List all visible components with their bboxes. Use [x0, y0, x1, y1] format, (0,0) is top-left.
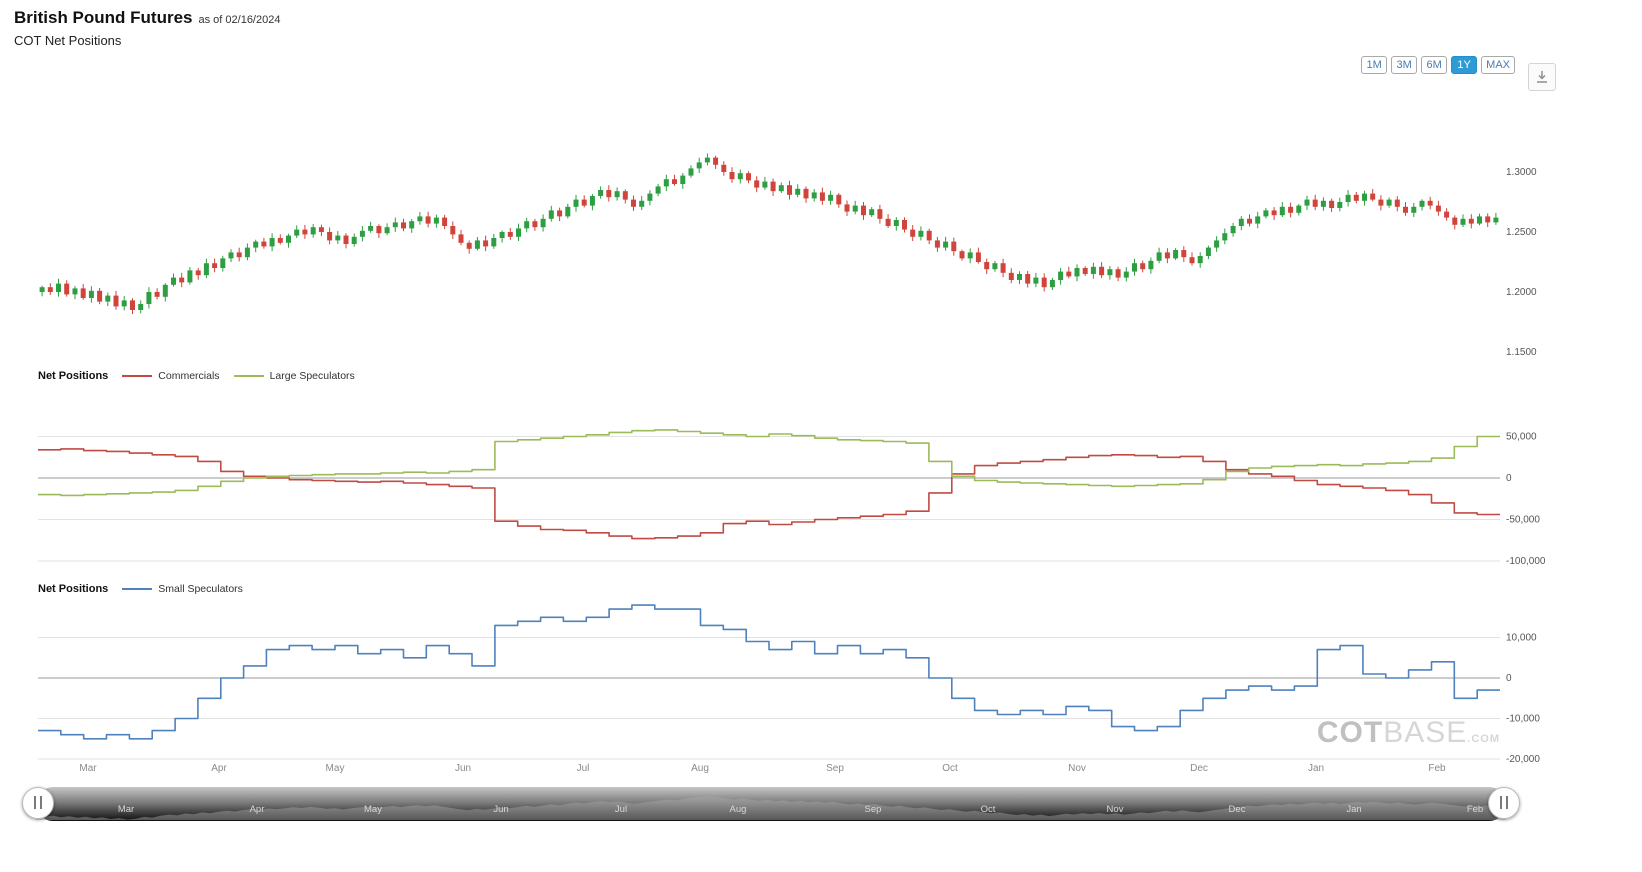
svg-text:1.2500: 1.2500: [1506, 227, 1537, 238]
as-of-date: as of 02/16/2024: [198, 14, 281, 26]
svg-text:1.3000: 1.3000: [1506, 167, 1537, 178]
svg-text:Nov: Nov: [1068, 763, 1086, 774]
chart-header: British Pound Futures as of 02/16/2024 C…: [14, 8, 280, 48]
svg-text:Dec: Dec: [1190, 763, 1208, 774]
large-speculators-label[interactable]: Large Speculators: [269, 370, 355, 382]
grip-icon: [1500, 796, 1508, 809]
svg-text:-50,000: -50,000: [1506, 515, 1540, 526]
svg-text:0: 0: [1506, 673, 1512, 684]
svg-text:50,000: 50,000: [1506, 432, 1537, 443]
watermark-com: .COM: [1467, 733, 1500, 745]
svg-text:1.1500: 1.1500: [1506, 347, 1537, 358]
svg-text:-10,000: -10,000: [1506, 714, 1540, 725]
svg-text:Jun: Jun: [455, 763, 471, 774]
svg-text:-100,000: -100,000: [1506, 556, 1546, 567]
small-speculators-label[interactable]: Small Speculators: [158, 583, 243, 595]
commercials-label[interactable]: Commercials: [158, 370, 220, 382]
commercials-line-swatch: [122, 375, 153, 377]
watermark-base: BASE: [1383, 716, 1468, 749]
legend-item-small-speculators[interactable]: Small Speculators: [122, 583, 243, 595]
download-button[interactable]: [1528, 63, 1556, 91]
chart-subtitle: COT Net Positions: [14, 33, 122, 48]
title-row: British Pound Futures as of 02/16/2024: [14, 8, 280, 28]
range-1y-button[interactable]: 1Y: [1451, 56, 1478, 74]
svg-text:Apr: Apr: [211, 763, 227, 774]
watermark-cot: COT: [1316, 716, 1384, 749]
small-speculators-line-swatch: [122, 588, 153, 590]
svg-text:10,000: 10,000: [1506, 633, 1537, 644]
svg-text:Jul: Jul: [577, 763, 590, 774]
navigator-track[interactable]: [36, 787, 1506, 821]
large-speculators-line-swatch: [233, 375, 264, 377]
legend-title: Net Positions: [38, 583, 109, 595]
svg-text:Aug: Aug: [691, 763, 709, 774]
range-6m-button[interactable]: 6M: [1421, 56, 1448, 74]
net-positions-legend-commercials: Net Positions Commercials Large Speculat…: [38, 370, 355, 382]
page-title: British Pound Futures: [14, 8, 193, 27]
range-max-button[interactable]: MAX: [1481, 56, 1515, 74]
svg-text:Oct: Oct: [942, 763, 958, 774]
svg-text:Jan: Jan: [1308, 763, 1324, 774]
cotbase-watermark: COTBASE.COM: [1317, 716, 1500, 750]
svg-text:1.2000: 1.2000: [1506, 287, 1537, 298]
legend-item-large-speculators[interactable]: Large Speculators: [233, 370, 355, 382]
svg-text:Feb: Feb: [1428, 763, 1446, 774]
navigator-left-handle[interactable]: [22, 787, 54, 819]
svg-text:0: 0: [1506, 473, 1512, 484]
svg-text:May: May: [326, 763, 345, 774]
download-icon: [1537, 71, 1547, 83]
range-1m-button[interactable]: 1M: [1361, 56, 1388, 74]
range-selector: 1M 3M 6M 1Y MAX: [1361, 56, 1515, 74]
net-positions-legend-small-speculators: Net Positions Small Speculators: [38, 583, 243, 595]
range-3m-button[interactable]: 3M: [1391, 56, 1418, 74]
legend-title: Net Positions: [38, 370, 109, 382]
grip-icon: [34, 796, 42, 809]
svg-text:-20,000: -20,000: [1506, 754, 1540, 765]
svg-text:Sep: Sep: [826, 763, 844, 774]
svg-text:Mar: Mar: [79, 763, 97, 774]
legend-item-commercials[interactable]: Commercials: [122, 370, 220, 382]
navigator-right-handle[interactable]: [1488, 787, 1520, 819]
